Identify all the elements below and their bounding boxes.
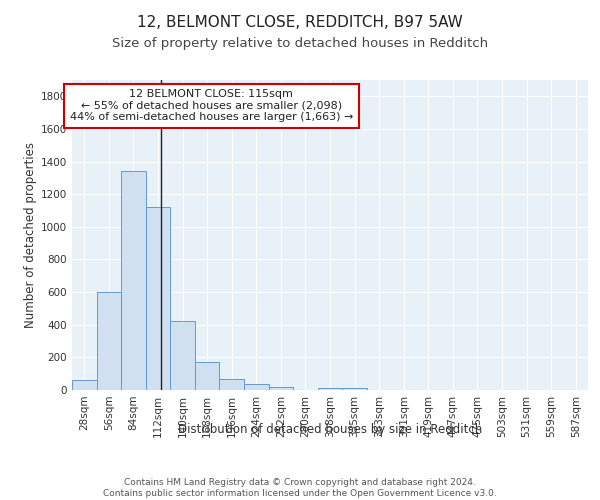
- Bar: [121, 172, 146, 390]
- Bar: [318, 388, 342, 390]
- Text: 12, BELMONT CLOSE, REDDITCH, B97 5AW: 12, BELMONT CLOSE, REDDITCH, B97 5AW: [137, 15, 463, 30]
- Bar: [220, 380, 244, 390]
- Bar: [72, 380, 97, 390]
- Bar: [195, 362, 220, 390]
- Bar: [170, 322, 195, 390]
- Bar: [146, 208, 170, 390]
- Bar: [97, 292, 121, 390]
- Bar: [269, 386, 293, 390]
- Bar: [244, 384, 269, 390]
- Text: 12 BELMONT CLOSE: 115sqm
← 55% of detached houses are smaller (2,098)
44% of sem: 12 BELMONT CLOSE: 115sqm ← 55% of detach…: [70, 90, 353, 122]
- Text: Contains HM Land Registry data © Crown copyright and database right 2024.
Contai: Contains HM Land Registry data © Crown c…: [103, 478, 497, 498]
- Y-axis label: Number of detached properties: Number of detached properties: [24, 142, 37, 328]
- Text: Size of property relative to detached houses in Redditch: Size of property relative to detached ho…: [112, 38, 488, 51]
- Text: Distribution of detached houses by size in Redditch: Distribution of detached houses by size …: [178, 422, 482, 436]
- Bar: [342, 388, 367, 390]
